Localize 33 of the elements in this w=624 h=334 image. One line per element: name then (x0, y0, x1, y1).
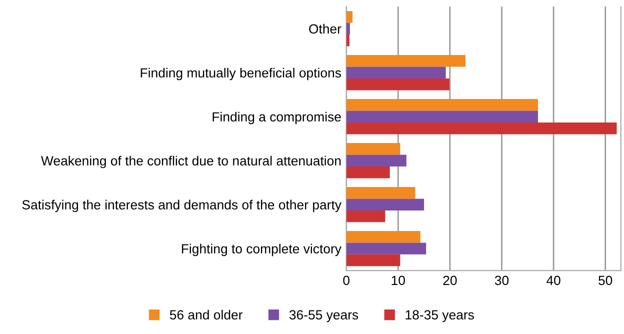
x-tick-label: 50 (598, 276, 612, 286)
bar (346, 154, 406, 166)
bar (346, 254, 400, 266)
bar (346, 55, 466, 67)
y-tick-label: Weakening of the conflict due to natural attenuation (41, 156, 341, 168)
bar (346, 143, 400, 155)
bar (346, 242, 426, 254)
bar (346, 34, 350, 46)
bar (346, 22, 350, 35)
bar (346, 210, 386, 222)
y-tick-label: Fighting to complete victory (182, 244, 342, 256)
x-tick-label: 0 (343, 276, 350, 286)
bar (346, 99, 538, 111)
legend-label: 18-35 years (406, 310, 474, 322)
bar (346, 198, 424, 210)
bar (346, 186, 416, 199)
bar (346, 166, 390, 178)
bar (346, 66, 446, 79)
bar (346, 78, 450, 90)
y-tick-label: Finding a compromise (212, 112, 341, 124)
y-tick-label: Other (309, 24, 342, 34)
bar (346, 110, 538, 122)
bar (346, 122, 617, 134)
legend-label: 56 and older (170, 310, 243, 320)
x-tick-label: 40 (546, 276, 560, 286)
bar (346, 11, 353, 23)
bar (346, 230, 420, 243)
x-tick-label: 10 (392, 276, 405, 286)
y-tick-label: Finding mutually beneficial options (140, 68, 341, 80)
y-tick-label: Satisfying the interests and demands of the other party (22, 200, 342, 212)
x-tick-label: 30 (494, 276, 509, 286)
legend-label: 36-55 years (289, 310, 358, 322)
x-tick-label: 20 (443, 276, 457, 286)
